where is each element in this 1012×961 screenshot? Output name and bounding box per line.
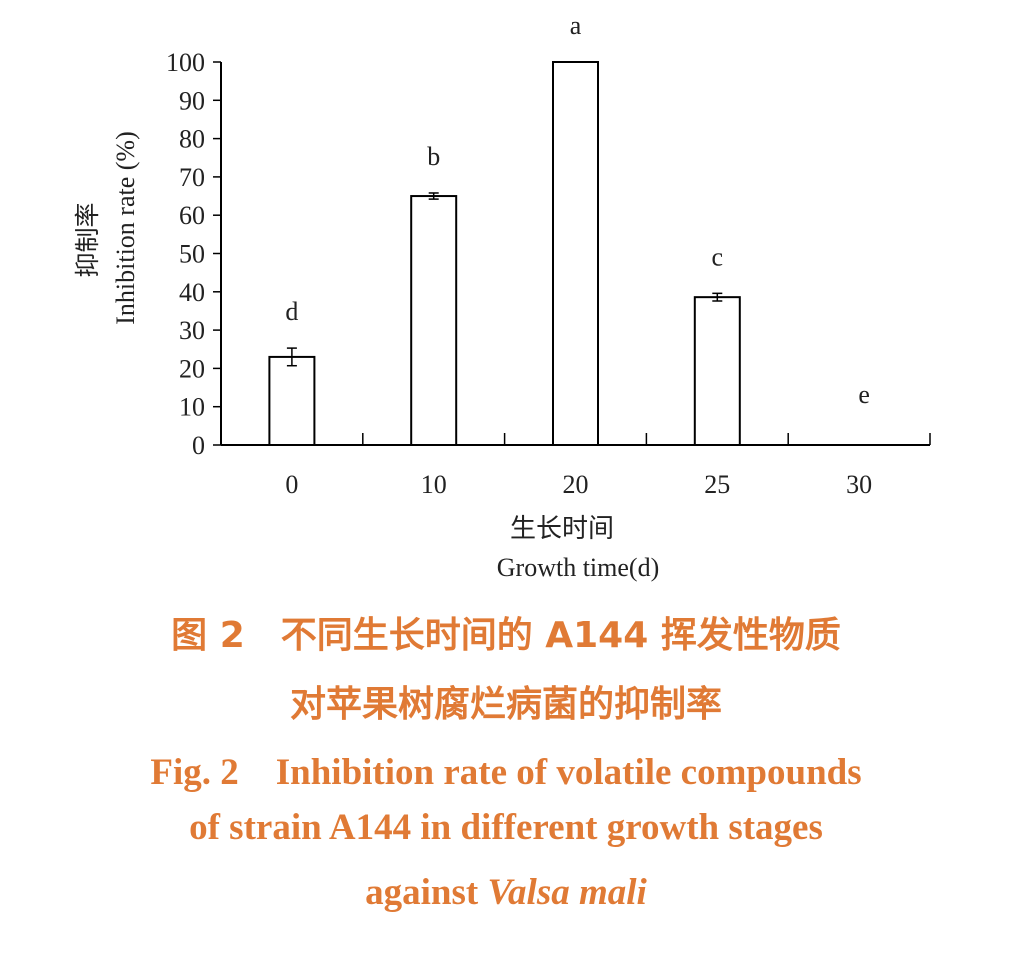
x-tick-label: 0 [285,470,298,499]
y-tick-label: 100 [166,48,205,77]
caption-species-name: Valsa mali [487,872,647,913]
x-tick-label: 10 [421,470,447,499]
bar [410,195,458,446]
significance-letter: d [285,297,298,326]
x-tick-label: 20 [563,470,589,499]
significance-letter: b [427,142,440,171]
y-axis-label: Inhibition rate (%) [111,131,140,325]
y-axis-label-cn: 抑制率 [73,202,102,277]
y-tick-label: 60 [179,201,205,230]
y-tick-label: 20 [179,354,205,383]
x-axis-label-cn: 生长时间 [510,514,614,544]
caption-en-line-2: of strain A144 in different growth stage… [189,807,823,848]
bar [268,355,316,446]
caption-en-line-1: Fig. 2 Inhibition rate of volatile compo… [150,752,862,793]
caption-cn-line-1: 图 2 不同生长时间的 A144 挥发性物质 [171,615,841,656]
y-tick-label: 40 [179,278,205,307]
x-tick-label: 25 [704,470,730,499]
bar [552,61,599,446]
y-tick-label: 70 [179,163,205,192]
y-tick-label: 30 [179,316,205,345]
x-tick-label: 30 [846,470,872,499]
y-tick-label: 0 [192,431,205,460]
bars-group: d b a c e [268,11,870,446]
y-axis-ticks: 0 10 20 30 40 50 60 70 80 90 100 [166,48,221,460]
x-axis-ticks: 0 10 20 25 30 [220,433,931,499]
bar-chart: 0 10 20 30 40 50 60 70 80 90 100 0 10 20 25 30 d b a c e 抑… [73,11,931,582]
y-tick-label: 50 [179,240,205,269]
y-tick-label: 90 [179,86,205,115]
caption-en-line-3: against Valsa mali [0,871,1012,914]
bar [693,296,741,446]
significance-letter: a [570,11,582,40]
caption-en-prefix: against [365,872,488,913]
y-tick-label: 10 [179,393,205,422]
significance-letter: e [858,380,870,409]
y-tick-label: 80 [179,125,205,154]
caption-cn-line-2: 对苹果树腐烂病菌的抑制率 [289,684,722,725]
significance-letter: c [712,242,724,271]
x-axis-label: Growth time(d) [497,553,659,582]
